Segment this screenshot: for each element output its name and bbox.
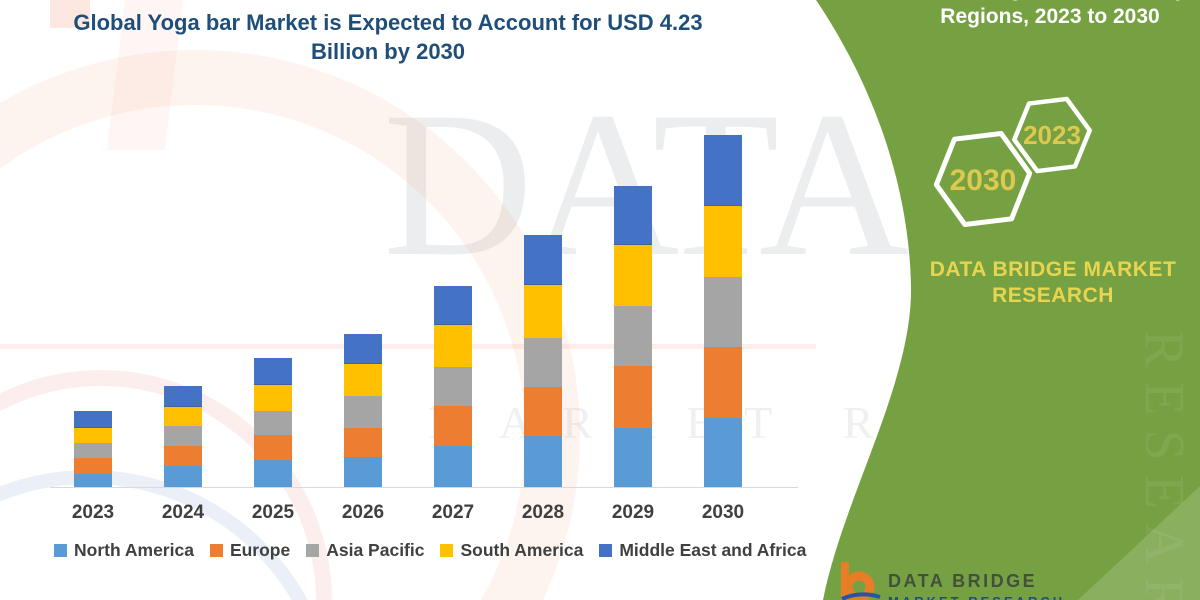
- bar-2029: [614, 185, 652, 487]
- legend-marker-north-america: [54, 544, 67, 557]
- x-tick-2030: 2030: [701, 502, 745, 523]
- bar-2023: [74, 410, 112, 487]
- segment-asia-pacific-2027: [434, 366, 472, 406]
- segment-asia-pacific-2030: [704, 277, 742, 347]
- x-axis-line: [50, 487, 798, 488]
- segment-europe-2027: [434, 405, 472, 446]
- x-tick-2027: 2027: [431, 502, 475, 523]
- segment-europe-2028: [524, 386, 562, 436]
- segment-south-america-2024: [164, 407, 202, 427]
- chart-title: Global Yoga bar Market is Expected to Ac…: [28, 8, 748, 66]
- plot-area: [48, 100, 792, 487]
- legend-marker-asia-pacific: [306, 544, 320, 557]
- segment-north-america-2023: [74, 473, 112, 487]
- segment-middle-east-and-africa-2029: [614, 185, 652, 245]
- x-tick-2029: 2029: [611, 502, 655, 523]
- legend-label-middle-east-and-africa: Middle East and Africa: [619, 540, 807, 560]
- segment-middle-east-and-africa-2028: [524, 234, 562, 285]
- segment-europe-2026: [344, 428, 382, 458]
- x-tick-2024: 2024: [161, 502, 205, 523]
- segment-south-america-2028: [524, 284, 562, 338]
- legend-item-asia-pacific: Asia Pacific: [306, 540, 424, 561]
- segment-south-america-2027: [434, 325, 472, 367]
- panel-caption: Global Yoga Bar Market, By Regions, 2023…: [900, 0, 1200, 30]
- legend-item-europe: Europe: [209, 540, 291, 561]
- segment-asia-pacific-2026: [344, 395, 382, 429]
- segment-europe-2025: [254, 434, 292, 461]
- segment-europe-2024: [164, 445, 202, 467]
- hexagon-2030-label: 2030: [950, 164, 1017, 197]
- bar-2026: [344, 334, 382, 487]
- segment-south-america-2023: [74, 428, 112, 444]
- segment-south-america-2025: [254, 384, 292, 411]
- segment-north-america-2027: [434, 445, 472, 487]
- legend-item-north-america: North America: [54, 540, 194, 561]
- x-tick-2028: 2028: [521, 502, 565, 523]
- segment-north-america-2030: [704, 418, 742, 487]
- chart-legend: North America Europe Asia Pacific South Ame…: [54, 540, 806, 561]
- segment-asia-pacific-2023: [74, 443, 112, 458]
- bar-2028: [524, 234, 562, 487]
- segment-south-america-2030: [704, 205, 742, 278]
- footer-brand-text: DATA BRIDGE: [888, 571, 1038, 591]
- segment-middle-east-and-africa-2025: [254, 358, 292, 385]
- panel-brand-line2: RESEARCH: [992, 284, 1114, 307]
- x-tick-2026: 2026: [341, 502, 385, 523]
- databridge-logo-icon: [841, 562, 881, 600]
- segment-middle-east-and-africa-2024: [164, 385, 202, 408]
- panel-brand-text: DATA BRIDGE MARKET RESEARCH: [903, 257, 1200, 309]
- bar-2025: [254, 358, 292, 487]
- segment-europe-2030: [704, 346, 742, 419]
- segment-middle-east-and-africa-2023: [74, 410, 112, 429]
- legend-item-south-america: South America: [440, 540, 583, 561]
- panel-caption-line1-clipped: Global Yoga Bar Market, By: [900, 0, 1200, 3]
- segment-europe-2023: [74, 457, 112, 474]
- segment-asia-pacific-2024: [164, 426, 202, 446]
- legend-label-europe: Europe: [229, 540, 291, 560]
- segment-asia-pacific-2029: [614, 306, 652, 366]
- x-tick-2025: 2025: [251, 502, 295, 523]
- legend-marker-middle-east-and-africa: [599, 544, 613, 557]
- segment-asia-pacific-2028: [524, 337, 562, 387]
- segment-south-america-2029: [614, 244, 652, 307]
- segment-north-america-2024: [164, 466, 202, 487]
- footer-sub-text-clipped: MARKET RESEARCH: [888, 594, 1065, 600]
- legend-label-south-america: South America: [460, 540, 584, 560]
- segment-middle-east-and-africa-2027: [434, 286, 472, 326]
- legend-label-asia-pacific: Asia Pacific: [326, 540, 425, 560]
- hexagon-2023: [1012, 96, 1092, 174]
- bar-2027: [434, 286, 472, 487]
- bar-2030: [704, 134, 742, 487]
- segment-north-america-2028: [524, 435, 562, 487]
- panel-caption-line2: Regions, 2023 to 2030: [940, 5, 1160, 28]
- legend-marker-south-america: [440, 544, 454, 557]
- bar-2024: [164, 385, 202, 487]
- legend-item-middle-east-and-africa: Middle East and Africa: [599, 540, 806, 561]
- segment-south-america-2026: [344, 364, 382, 396]
- panel-brand-line1: DATA BRIDGE MARKET: [929, 258, 1177, 281]
- legend-label-north-america: North America: [74, 540, 194, 560]
- segment-europe-2029: [614, 365, 652, 429]
- chart-title-line2: Billion by 2030: [310, 39, 466, 64]
- segment-asia-pacific-2025: [254, 410, 292, 435]
- hexagon-2023-label: 2023: [1023, 120, 1081, 150]
- hexagon-2030: [933, 130, 1033, 228]
- segment-north-america-2025: [254, 460, 292, 487]
- chart-title-line1: Global Yoga bar Market is Expected to Ac…: [73, 10, 703, 35]
- legend-marker-europe: [209, 544, 223, 557]
- segment-middle-east-and-africa-2026: [344, 334, 382, 365]
- segment-north-america-2026: [344, 457, 382, 487]
- segment-middle-east-and-africa-2030: [704, 134, 742, 206]
- segment-north-america-2029: [614, 428, 652, 487]
- x-tick-2023: 2023: [71, 502, 115, 523]
